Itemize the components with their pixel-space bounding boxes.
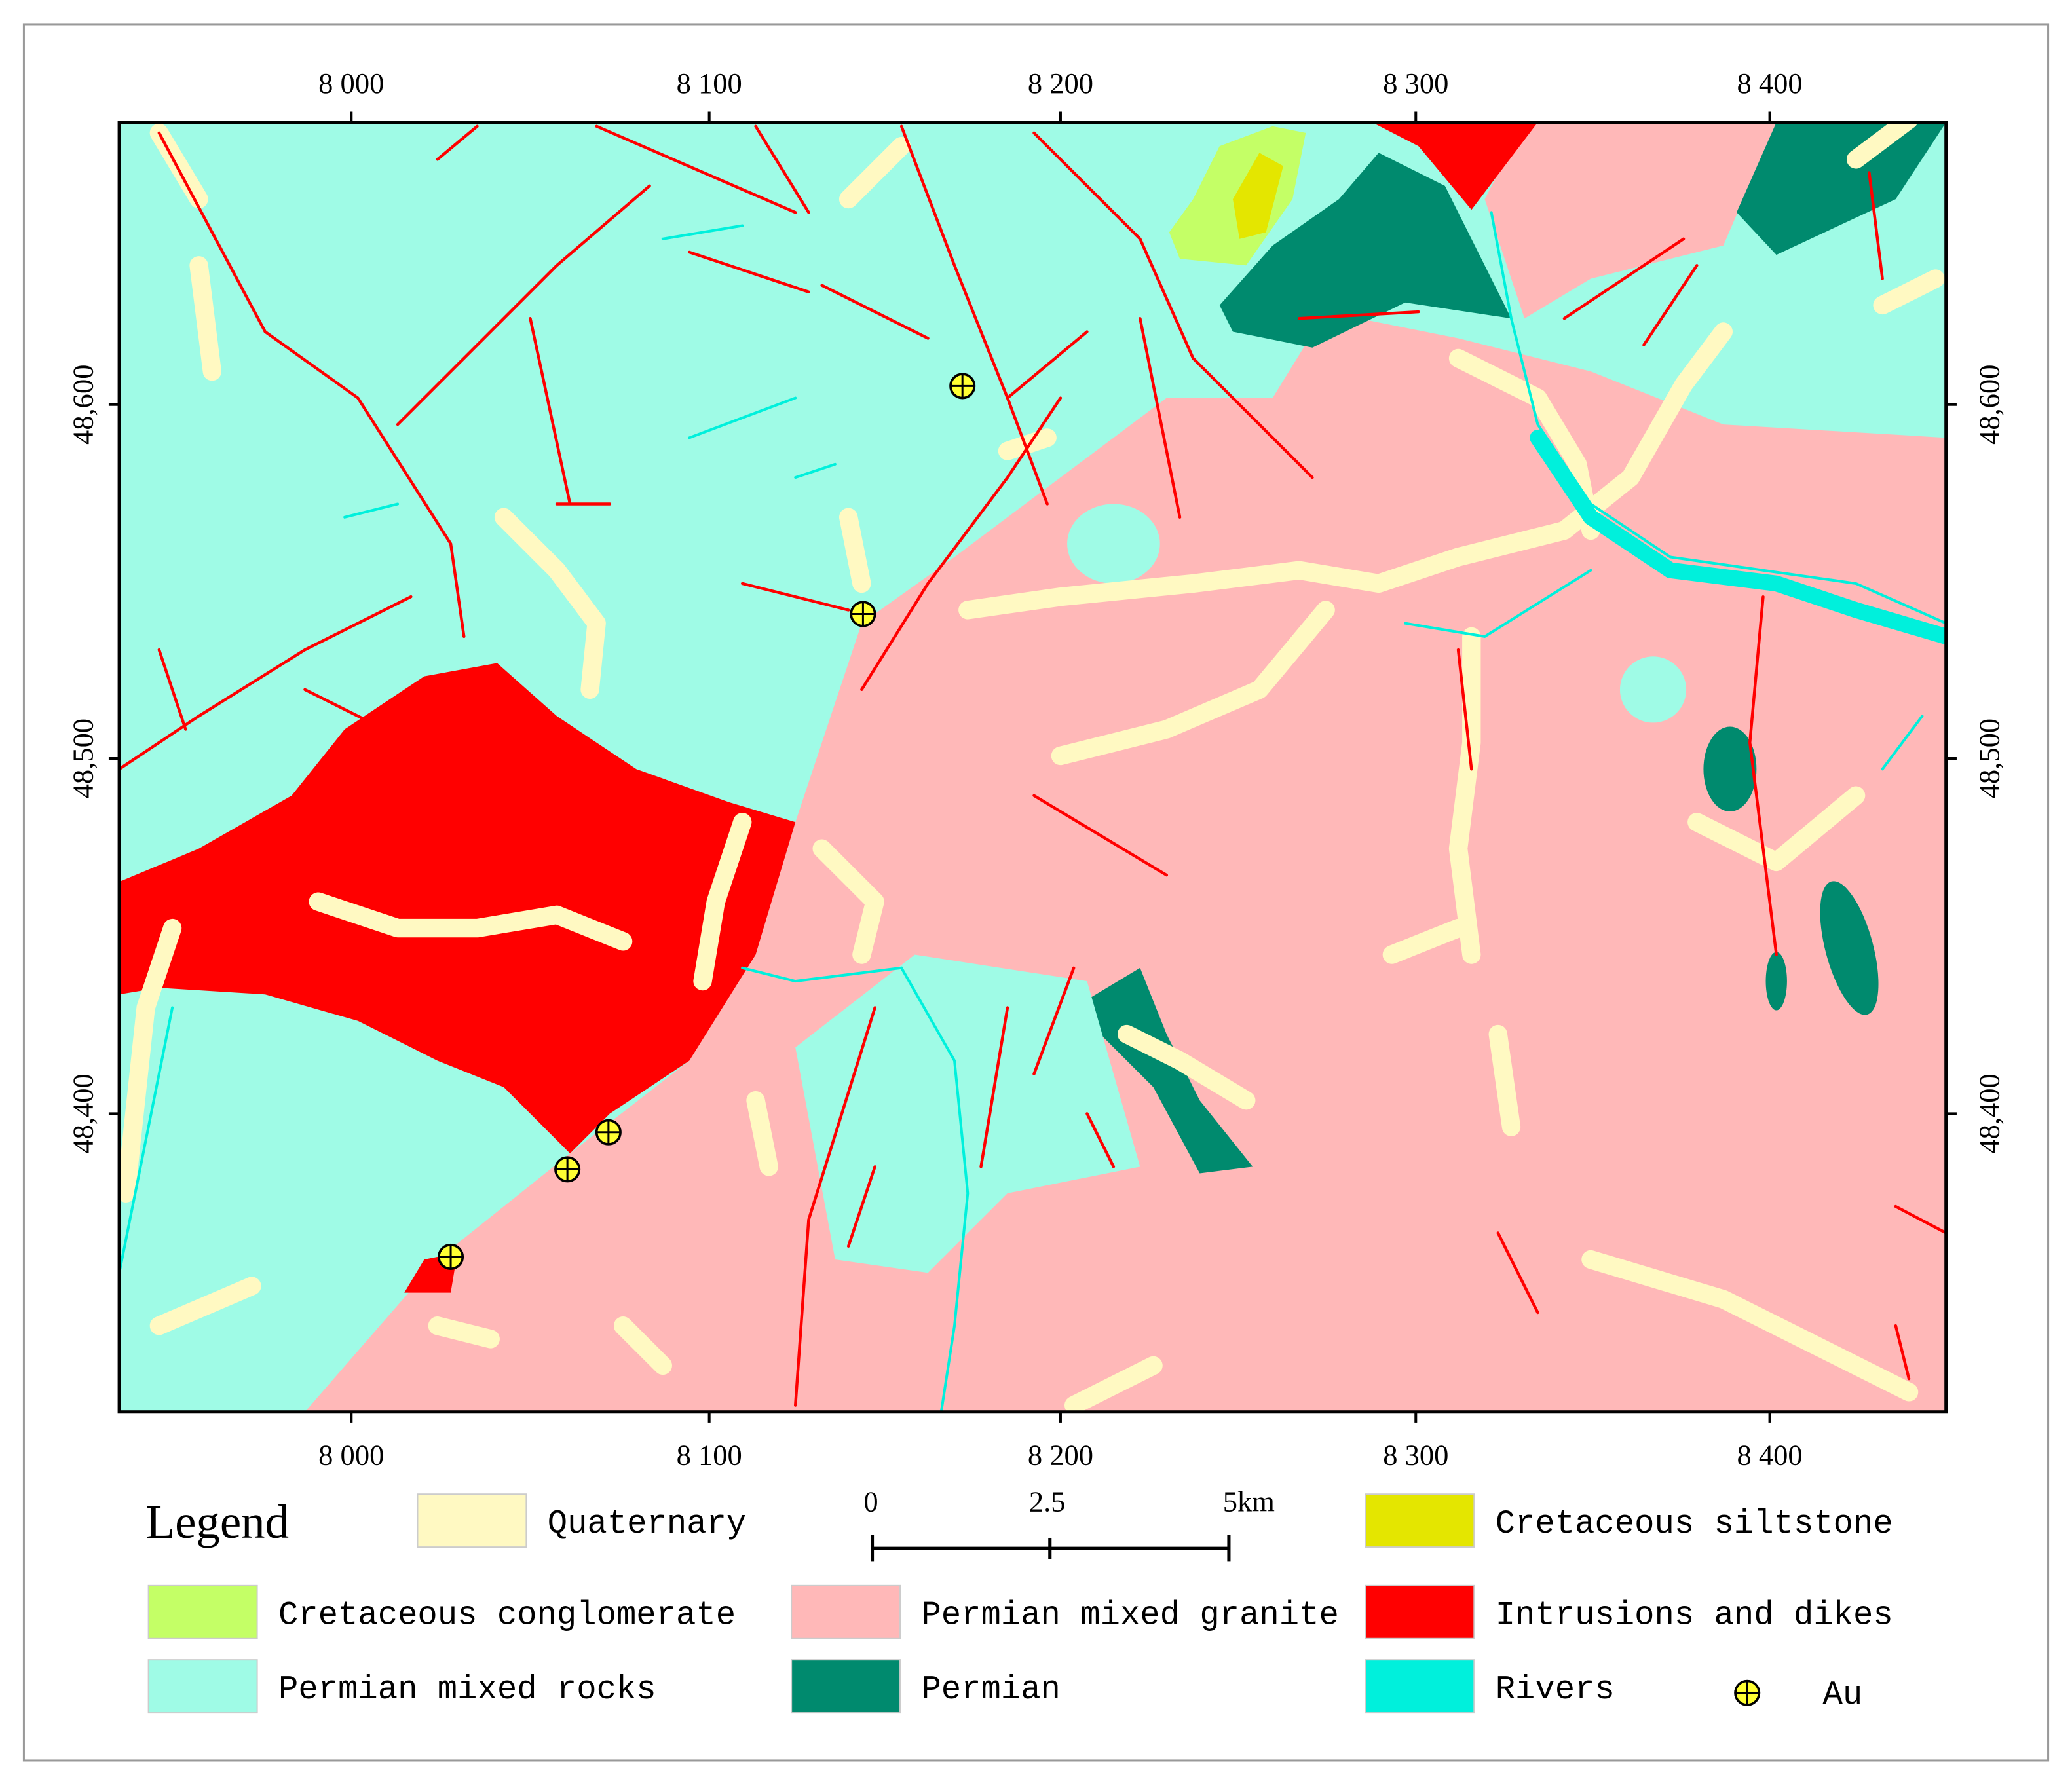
permian-mixed-rocks — [1619, 656, 1687, 723]
legend-title: Legend — [146, 1495, 289, 1548]
legend-swatch — [791, 1584, 901, 1639]
legend-swatch — [1365, 1493, 1475, 1548]
permian — [1703, 726, 1757, 812]
x-tick-label: 8 000 — [318, 67, 384, 100]
legend-label: Permian mixed granite — [921, 1597, 1338, 1635]
y-tick-label: 48,500 — [1973, 718, 2006, 798]
legend-label: Cretaceous conglomerate — [278, 1597, 736, 1635]
au-cross — [438, 1244, 463, 1269]
y-tick-label: 48,600 — [67, 365, 100, 445]
legend-swatch — [1365, 1584, 1475, 1639]
legend-swatch — [147, 1659, 258, 1714]
permian — [1737, 122, 1946, 255]
y-tick-label: 48,600 — [1973, 365, 2006, 445]
x-tick-label: 8 200 — [1028, 67, 1093, 100]
quaternary — [119, 122, 1945, 1412]
legend-label: Quaternary — [548, 1506, 747, 1543]
permian-mixed-rocks — [795, 954, 1140, 1273]
permian — [1765, 952, 1787, 1011]
x-tick-label: 8 100 — [677, 1439, 742, 1472]
au-cross — [851, 602, 875, 626]
x-tick-label: 8 100 — [677, 67, 742, 100]
legend-swatch — [417, 1493, 527, 1548]
au-cross — [950, 374, 975, 398]
geology — [119, 122, 1946, 1412]
intrusion — [1372, 122, 1538, 210]
au-cross — [555, 1157, 580, 1182]
granite-zone — [305, 312, 1946, 1412]
permian — [1219, 153, 1511, 348]
map-frame — [117, 121, 1948, 1414]
x-tick-label: 8 300 — [1383, 1439, 1448, 1472]
legend-label: Cretaceous siltstone — [1496, 1506, 1893, 1543]
x-tick-label: 8 000 — [318, 1439, 384, 1472]
scale-label: 5km — [1223, 1485, 1275, 1518]
legend-label: Permian — [921, 1671, 1060, 1709]
x-tick-label: 8 400 — [1737, 1439, 1803, 1472]
scale-label: 2.5 — [1029, 1485, 1066, 1518]
au-cross — [1735, 1681, 1760, 1705]
x-tick-label: 8 400 — [1737, 67, 1803, 100]
legend-swatch — [1365, 1659, 1475, 1714]
legend-label: Au — [1823, 1677, 1863, 1714]
permian-mixed-rocks — [1067, 504, 1160, 584]
fault — [119, 124, 1946, 1407]
legend-swatch — [791, 1659, 901, 1714]
legend-label: Permian mixed rocks — [278, 1671, 656, 1709]
permian — [1820, 881, 1879, 1015]
scale-bar — [871, 1535, 1231, 1562]
y-tick-label: 48,400 — [67, 1073, 100, 1153]
permian — [1074, 967, 1253, 1174]
intrusion — [119, 663, 796, 1154]
legend-swatch — [147, 1584, 258, 1639]
siltstone — [1233, 153, 1283, 239]
scale-label: 0 — [863, 1485, 878, 1518]
y-tick-label: 48,500 — [67, 718, 100, 798]
y-tick-label: 48,400 — [1973, 1073, 2006, 1153]
x-tick-label: 8 300 — [1383, 67, 1448, 100]
x-tick-label: 8 200 — [1028, 1439, 1093, 1472]
legend-label: Intrusions and dikes — [1496, 1597, 1893, 1635]
au-cross — [596, 1120, 621, 1144]
river — [1530, 430, 1946, 645]
figure-border — [22, 23, 2050, 1762]
granite-zone — [1484, 122, 1777, 319]
river — [119, 211, 1946, 1412]
legend-label: Rivers — [1496, 1671, 1615, 1709]
